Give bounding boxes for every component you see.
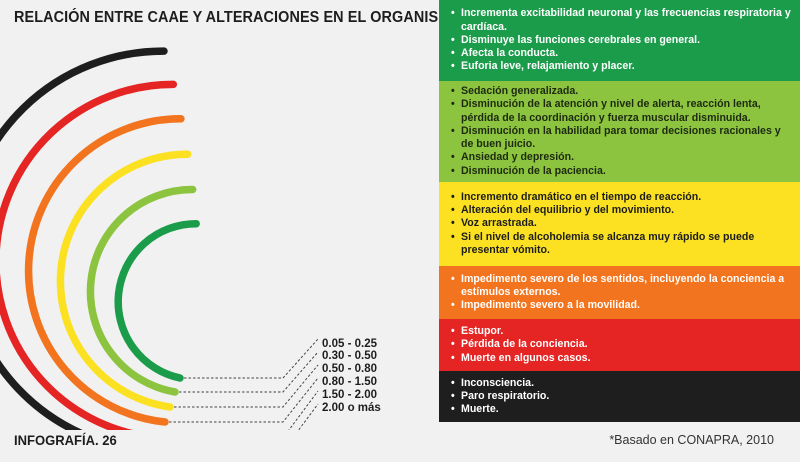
range-label-3: 0.80 - 1.50 <box>322 376 377 388</box>
effects-panel-4: Estupor. Pérdida de la conciencia. Muert… <box>439 319 800 371</box>
effect-item: Muerte. <box>451 403 794 416</box>
arc-group <box>0 47 200 430</box>
infographic-label: INFOGRAFÍA. 26 <box>14 432 117 448</box>
effect-item: Estupor. <box>451 325 794 338</box>
effect-item: Impedimento severo a la movilidad. <box>451 299 794 312</box>
effect-item: Pérdida de la conciencia. <box>451 338 794 351</box>
effects-panel-2: Incremento dramático en el tiempo de rea… <box>439 182 800 266</box>
range-label-4: 1.50 - 2.00 <box>322 389 377 401</box>
effect-item: Muerte en algunos casos. <box>451 352 794 365</box>
connector-line-4 <box>288 390 319 430</box>
connector-line-2 <box>174 364 319 408</box>
effect-item: Alteración del equilibrio y del movimien… <box>451 204 794 217</box>
effect-item: Disminución en la habilidad para tomar d… <box>451 125 794 151</box>
effect-item: Disminución de la atención y nivel de al… <box>451 98 794 124</box>
arc-level-1 <box>86 185 197 396</box>
effect-item: Euforia leve, relajamiento y placer. <box>451 60 794 73</box>
effect-item: Disminución de la paciencia. <box>451 165 794 178</box>
arc-level-5 <box>0 47 168 430</box>
effects-panel-1: Sedación generalizada. Disminución de la… <box>439 81 800 182</box>
connector-line-0 <box>184 338 319 379</box>
arc-level-0 <box>114 219 200 382</box>
effects-panel-5: Inconsciencia. Paro respiratorio. Muerte… <box>439 371 800 422</box>
effect-item: Sedación generalizada. <box>451 85 794 98</box>
caae-arc-diagram: 0.05 - 0.25 0.30 - 0.50 0.50 - 0.80 0.80… <box>0 47 381 430</box>
effect-item: Ansiedad y depresión. <box>451 151 794 164</box>
effect-item: Afecta la conducta. <box>451 47 794 60</box>
source-note: *Basado en CONAPRA, 2010 <box>609 433 774 447</box>
effect-item: Paro respiratorio. <box>451 390 794 403</box>
arc-level-4 <box>0 80 178 430</box>
range-label-2: 0.50 - 0.80 <box>322 363 377 375</box>
range-label-0: 0.05 - 0.25 <box>322 338 378 350</box>
connector-line-1 <box>179 351 319 393</box>
range-label-5: 2.00 o más <box>322 402 381 414</box>
effect-item: Si el nivel de alcoholemia se alcanza mu… <box>451 231 794 257</box>
range-label-1: 0.30 - 0.50 <box>322 350 377 362</box>
effect-item: Impedimento severo de los sentidos, incl… <box>451 273 794 299</box>
connector-group <box>169 338 319 430</box>
effect-item: Incrementa excitabilidad neuronal y las … <box>451 7 794 33</box>
effect-item: Incremento dramático en el tiempo de rea… <box>451 191 794 204</box>
connector-line-3 <box>169 377 319 423</box>
range-label-group: 0.05 - 0.25 0.30 - 0.50 0.50 - 0.80 0.80… <box>322 338 381 414</box>
effects-panel-0: Incrementa excitabilidad neuronal y las … <box>439 0 800 81</box>
effect-item: Inconsciencia. <box>451 377 794 390</box>
arc-level-2 <box>56 150 192 411</box>
arc-level-3 <box>24 115 185 426</box>
page-title: RELACIÓN ENTRE CAAE Y ALTERACIONES EN EL… <box>14 9 462 26</box>
effect-item: Disminuye las funciones cerebrales en ge… <box>451 34 794 47</box>
effect-item: Voz arrastrada. <box>451 217 794 230</box>
effects-panel-3: Impedimento severo de los sentidos, incl… <box>439 266 800 319</box>
